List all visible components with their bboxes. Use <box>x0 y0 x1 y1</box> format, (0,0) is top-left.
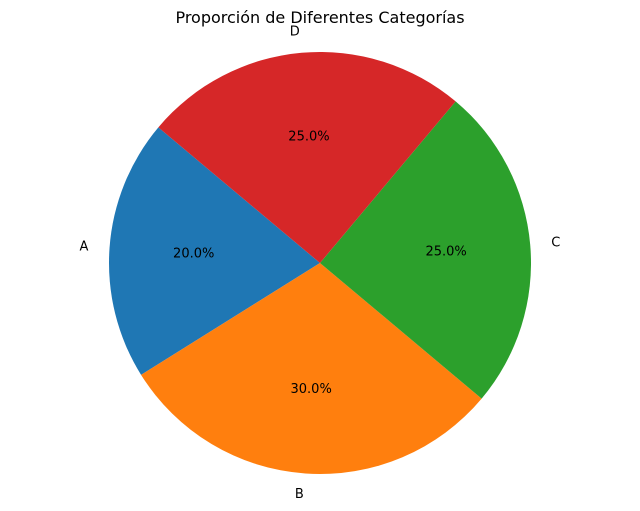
pie-category-label-b: B <box>295 487 304 502</box>
pie-category-label-c: C <box>551 235 560 250</box>
pie-percent-label-c: 25.0% <box>425 244 466 259</box>
pie-category-label-a: A <box>80 239 89 254</box>
pie-slice-a <box>109 127 320 375</box>
pie-category-label-d: D <box>290 24 300 39</box>
pie-labels: 20.0% A 30.0% B 25.0% C 25.0% D <box>80 24 561 502</box>
chart-title: Proporción de Diferentes Categorías <box>175 8 464 27</box>
pie-slice-b <box>141 263 482 474</box>
pie-percent-label-a: 20.0% <box>173 247 214 262</box>
pie-slice-c <box>320 101 531 399</box>
pie-slice-d <box>158 52 456 264</box>
pie-percent-label-b: 30.0% <box>291 382 332 397</box>
pie-slices <box>109 52 531 474</box>
pie-percent-label-d: 25.0% <box>288 129 329 144</box>
